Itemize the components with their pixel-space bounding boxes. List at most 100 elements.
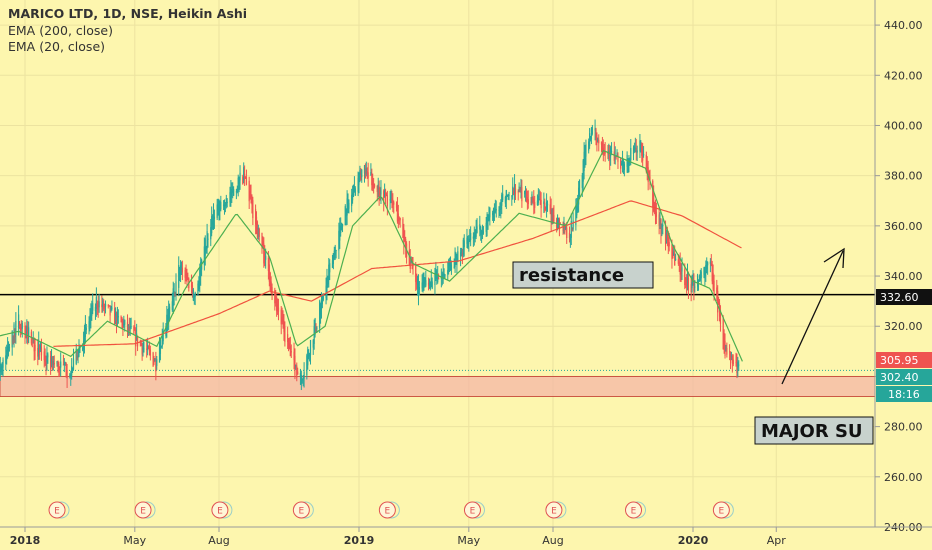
candle-body (562, 224, 564, 231)
candle-body (21, 323, 23, 329)
candle-body (181, 267, 183, 273)
projection-arrow[interactable] (781, 247, 845, 385)
candle-body (274, 290, 276, 304)
candle-body (38, 341, 40, 353)
candle-body (371, 173, 373, 186)
earnings-marker[interactable]: E (48, 501, 70, 519)
candle-body (707, 262, 709, 266)
candle-body (519, 189, 521, 191)
candle-body (344, 206, 346, 226)
candle-body (334, 246, 336, 255)
candle-body (405, 239, 407, 249)
candle-body (293, 351, 295, 361)
candle-body (351, 192, 354, 201)
candle-body (537, 195, 539, 203)
candle-body (134, 329, 136, 331)
price-tag-last: 302.40 (876, 369, 932, 385)
candle-body (462, 239, 464, 255)
candle-body (711, 264, 713, 282)
candle-body (258, 228, 260, 237)
candle-body (585, 144, 587, 157)
candle-body (338, 230, 340, 251)
earnings-marker[interactable]: E (211, 501, 233, 519)
candle-body (424, 278, 426, 283)
candle-body (211, 216, 213, 234)
candle-body (604, 151, 606, 154)
candle-body (97, 305, 99, 310)
y-tick-label: 360.00 (884, 220, 923, 233)
legend: MARICO LTD, 1D, NSE, Heikin Ashi EMA (20… (8, 6, 247, 54)
candle-body (627, 160, 629, 165)
support-zone (0, 376, 876, 397)
candle-body (447, 269, 449, 275)
resistance-label-box[interactable]: resistance (512, 261, 654, 289)
candle-body (640, 143, 642, 146)
earnings-marker[interactable]: E (378, 501, 400, 519)
price-axis[interactable]: 440.00 420.00 400.00 380.00 360.00 340.00 320.… (874, 0, 932, 550)
support-label-box[interactable]: MAJOR SU (754, 416, 874, 445)
candle-body (431, 281, 433, 289)
candle-body (174, 294, 176, 296)
candle-body (303, 371, 305, 379)
candle-body (540, 199, 542, 209)
candle-body (199, 269, 201, 285)
candle-body (249, 191, 251, 199)
y-tick-label: 320.00 (884, 320, 923, 333)
candle-body (64, 362, 66, 365)
candle-body (403, 228, 405, 245)
candle-body (7, 346, 9, 355)
candle-body (480, 226, 482, 236)
candle-body (146, 348, 148, 350)
earnings-marker[interactable]: E (625, 501, 647, 519)
candle-body (184, 270, 186, 278)
candle-body (213, 216, 216, 220)
candle-body (729, 351, 731, 353)
candle-body (148, 347, 151, 352)
candle-body (546, 203, 549, 206)
candle-body (261, 232, 263, 249)
candle-body (553, 215, 555, 222)
candle-body (65, 363, 67, 377)
candle-body (120, 316, 122, 323)
time-axis[interactable]: 2018 May Aug 2019 May Aug 2020 Apr (0, 526, 932, 547)
ema-200-line (53, 200, 742, 347)
candle-body (85, 327, 87, 331)
earnings-marker[interactable]: E (292, 501, 314, 519)
candle-body (226, 201, 228, 204)
candle-body (428, 279, 431, 285)
candle-body (320, 299, 323, 310)
candle-body (152, 352, 154, 367)
candle-body (15, 320, 17, 335)
candle-body (494, 208, 496, 213)
candle-body (360, 174, 362, 180)
candle-body (685, 277, 687, 280)
candle-body (677, 259, 679, 264)
candle-body (383, 190, 385, 203)
candle-body (450, 264, 453, 270)
candle-body (319, 301, 321, 328)
candle-body (393, 202, 395, 205)
candle-body (610, 151, 613, 153)
candle-body (239, 172, 241, 181)
candle-body (719, 309, 722, 324)
candle-body (18, 321, 21, 327)
candle-body (713, 280, 715, 295)
candle-body (539, 199, 541, 201)
candle-body (666, 233, 668, 241)
candle-body (31, 337, 33, 340)
earnings-marker[interactable]: E (545, 501, 567, 519)
earnings-marker[interactable]: E (463, 501, 485, 519)
candle-body (302, 377, 304, 380)
candle-body (210, 227, 212, 240)
candle-body (652, 180, 654, 208)
candle-body (530, 201, 532, 203)
candle-body (476, 226, 478, 233)
earnings-marker[interactable]: E (134, 501, 156, 519)
candle-body (416, 279, 419, 289)
candle-body (107, 305, 109, 307)
candle-body (194, 292, 196, 297)
earnings-marker[interactable]: E (712, 501, 734, 519)
candle-body (632, 147, 635, 155)
candle-body (78, 349, 80, 357)
